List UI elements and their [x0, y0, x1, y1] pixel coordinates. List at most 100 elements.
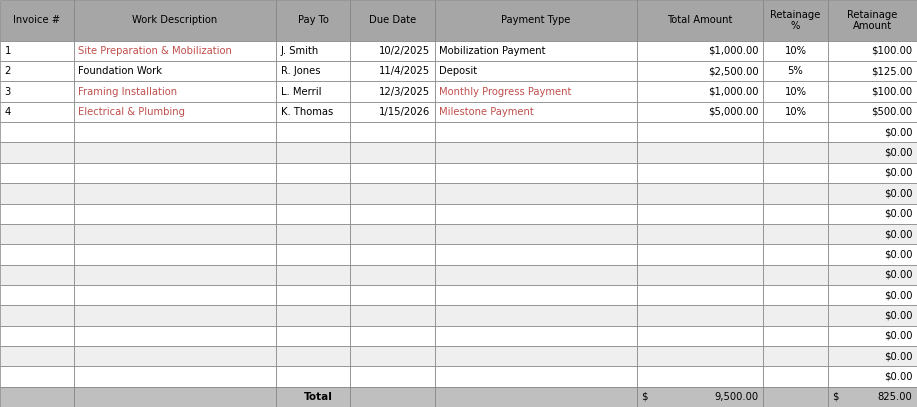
Bar — [0, 387, 74, 407]
Text: 10%: 10% — [784, 46, 806, 56]
Text: Monthly Progress Payment: Monthly Progress Payment — [439, 87, 571, 96]
Bar — [350, 142, 435, 163]
Text: $5,000.00: $5,000.00 — [708, 107, 758, 117]
Bar — [350, 346, 435, 366]
Bar — [276, 346, 350, 366]
Bar — [350, 265, 435, 285]
Bar — [276, 265, 350, 285]
Bar — [435, 305, 637, 326]
Bar — [350, 163, 435, 183]
Text: $0.00: $0.00 — [884, 127, 912, 137]
Bar — [0, 183, 74, 204]
Text: $100.00: $100.00 — [871, 87, 912, 96]
Text: $125.00: $125.00 — [871, 66, 912, 76]
Bar — [637, 305, 763, 326]
Text: 5%: 5% — [788, 66, 803, 76]
Bar — [74, 224, 276, 244]
Bar — [827, 183, 917, 204]
Bar — [827, 204, 917, 224]
Bar — [350, 102, 435, 122]
Bar — [0, 0, 74, 41]
Bar — [74, 265, 276, 285]
Bar — [350, 366, 435, 387]
Text: Work Description: Work Description — [132, 15, 217, 25]
Bar — [74, 0, 276, 41]
Bar — [763, 81, 827, 102]
Bar — [827, 102, 917, 122]
Text: Framing Installation: Framing Installation — [79, 87, 178, 96]
Bar — [763, 61, 827, 81]
Text: Retainage
Amount: Retainage Amount — [847, 9, 898, 31]
Text: 12/3/2025: 12/3/2025 — [379, 87, 430, 96]
Bar — [74, 142, 276, 163]
Bar — [637, 387, 763, 407]
Bar — [74, 122, 276, 142]
Text: 2: 2 — [5, 66, 11, 76]
Bar — [763, 183, 827, 204]
Bar — [827, 346, 917, 366]
Bar — [0, 326, 74, 346]
Bar — [276, 387, 350, 407]
Bar — [637, 163, 763, 183]
Bar — [350, 285, 435, 305]
Text: L. Merril: L. Merril — [281, 87, 321, 96]
Bar — [435, 204, 637, 224]
Bar — [435, 163, 637, 183]
Text: Total: Total — [304, 392, 333, 402]
Bar — [637, 183, 763, 204]
Bar — [74, 326, 276, 346]
Bar — [74, 366, 276, 387]
Text: 1/15/2026: 1/15/2026 — [379, 107, 430, 117]
Text: 4: 4 — [5, 107, 11, 117]
Bar — [763, 244, 827, 265]
Bar — [637, 41, 763, 61]
Text: Deposit: Deposit — [439, 66, 478, 76]
Text: 1: 1 — [5, 46, 11, 56]
Bar — [276, 244, 350, 265]
Bar — [827, 305, 917, 326]
Text: 11/4/2025: 11/4/2025 — [379, 66, 430, 76]
Text: Total Amount: Total Amount — [668, 15, 733, 25]
Bar — [637, 122, 763, 142]
Bar — [637, 81, 763, 102]
Text: $0.00: $0.00 — [884, 331, 912, 341]
Bar — [276, 142, 350, 163]
Text: Milestone Payment: Milestone Payment — [439, 107, 534, 117]
Bar — [763, 265, 827, 285]
Text: Mobilization Payment: Mobilization Payment — [439, 46, 546, 56]
Bar — [827, 224, 917, 244]
Bar — [0, 41, 74, 61]
Text: $500.00: $500.00 — [871, 107, 912, 117]
Bar — [0, 224, 74, 244]
Bar — [763, 346, 827, 366]
Bar — [0, 244, 74, 265]
Text: $0.00: $0.00 — [884, 372, 912, 381]
Bar — [276, 0, 350, 41]
Bar — [435, 81, 637, 102]
Text: Invoice #: Invoice # — [14, 15, 61, 25]
Bar — [276, 285, 350, 305]
Text: $0.00: $0.00 — [884, 229, 912, 239]
Bar — [435, 346, 637, 366]
Bar — [276, 204, 350, 224]
Bar — [435, 366, 637, 387]
Bar — [0, 366, 74, 387]
Bar — [276, 41, 350, 61]
Bar — [827, 81, 917, 102]
Bar — [350, 122, 435, 142]
Bar — [0, 285, 74, 305]
Text: $0.00: $0.00 — [884, 270, 912, 280]
Bar — [0, 122, 74, 142]
Text: Pay To: Pay To — [298, 15, 328, 25]
Bar — [0, 81, 74, 102]
Bar — [0, 163, 74, 183]
Bar — [350, 204, 435, 224]
Bar — [0, 142, 74, 163]
Bar — [435, 387, 637, 407]
Bar — [763, 122, 827, 142]
Bar — [763, 102, 827, 122]
Bar — [350, 326, 435, 346]
Text: Retainage
%: Retainage % — [770, 9, 821, 31]
Bar — [276, 183, 350, 204]
Bar — [0, 102, 74, 122]
